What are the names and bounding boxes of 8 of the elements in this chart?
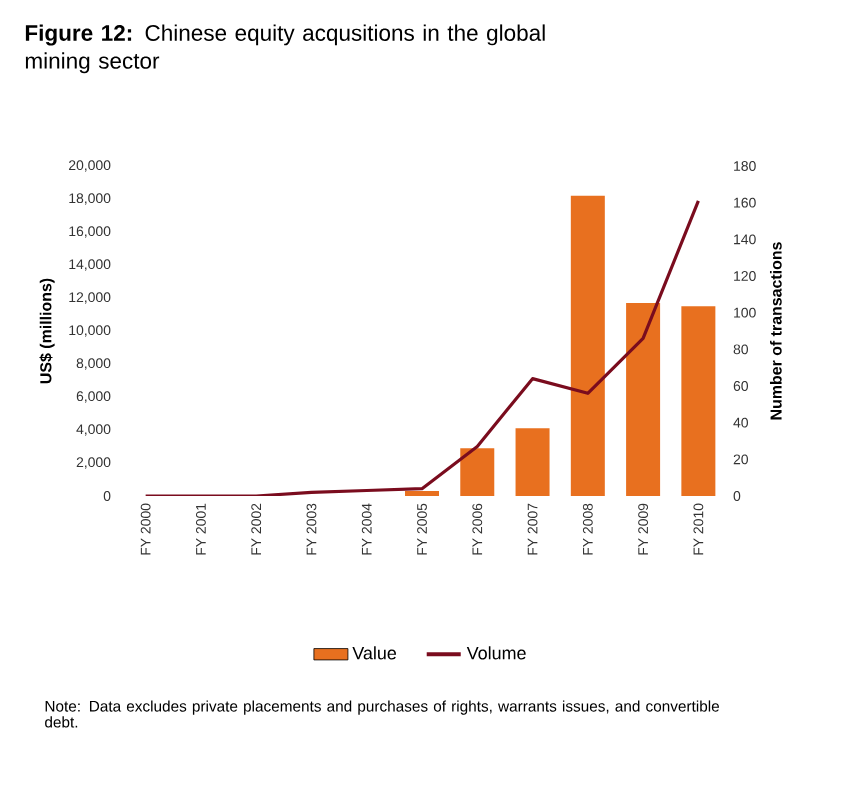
chart-title: Figure 12: Chinese equity acqusitions in the global mining sector <box>25 24 545 74</box>
bar <box>681 306 716 496</box>
bar <box>570 195 605 496</box>
legend-label: Value <box>352 646 397 660</box>
bar <box>515 428 550 496</box>
legend-label: Volume <box>466 646 526 660</box>
bar <box>460 448 495 496</box>
bar <box>626 302 661 496</box>
